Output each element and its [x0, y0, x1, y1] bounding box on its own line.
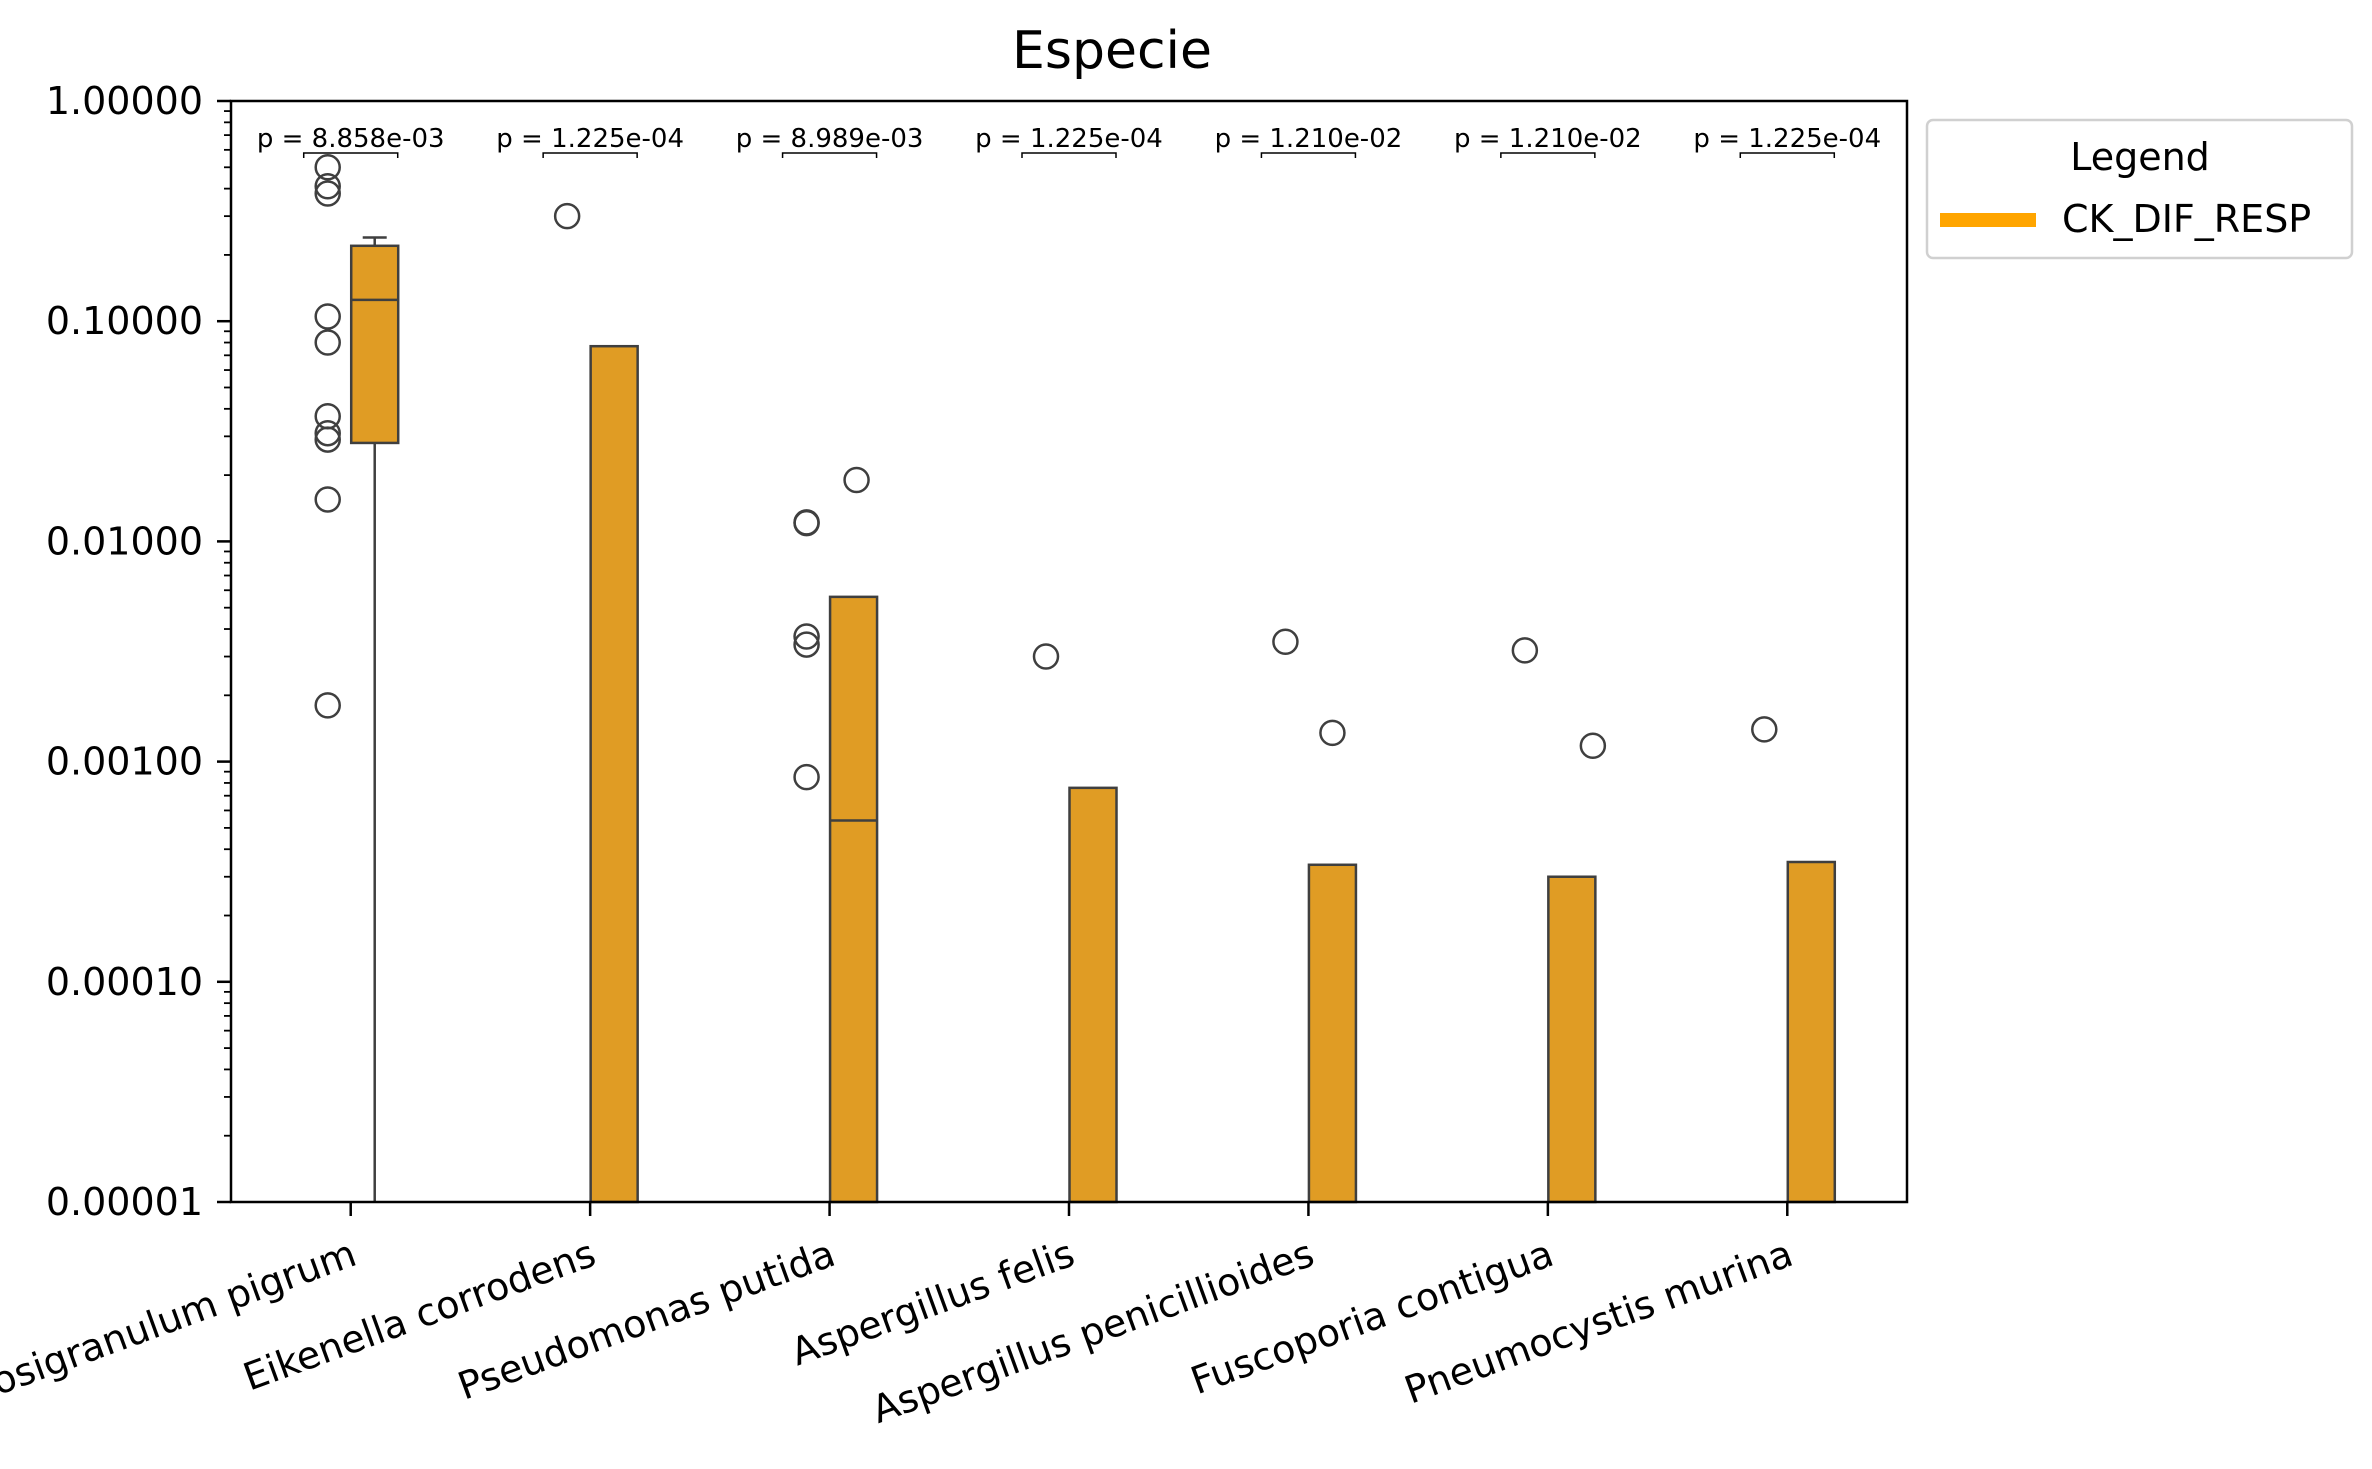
annotation-bracket — [1500, 152, 1596, 158]
outlier-point — [1272, 628, 1299, 656]
legend[interactable]: Legend CK_DIF_RESP — [1925, 118, 2354, 260]
box-iqr — [349, 244, 400, 445]
y-tick-label: 0.10000 — [46, 299, 203, 343]
annotation-bracket — [542, 152, 638, 158]
legend-label-ck-dif-resp: CK_DIF_RESP — [2062, 197, 2311, 241]
p-value-annotation: p = 1.225e-04 — [496, 124, 684, 154]
outlier-point — [1319, 719, 1346, 747]
annotation-bracket — [1260, 152, 1357, 158]
outlier-point — [843, 466, 870, 494]
boxes-layer — [349, 236, 1837, 1204]
outlier-point — [314, 419, 341, 447]
annotation-bracket — [302, 152, 399, 158]
y-axis: 1.00000 0.10000 0.01000 0.00100 0.00010 0.000… — [46, 79, 231, 1224]
chart-title: Especie — [1012, 21, 1212, 81]
box-iqr — [1068, 786, 1118, 1204]
outlier-point — [314, 692, 341, 719]
box-iqr — [1547, 875, 1597, 1204]
outlier-point — [1511, 637, 1539, 664]
outlier-point — [314, 303, 341, 330]
outlier-point — [1032, 643, 1060, 670]
outlier-point — [314, 180, 341, 207]
outlier-point — [553, 202, 581, 230]
outlier-point — [314, 426, 341, 453]
y-tick-label: 0.01000 — [46, 519, 203, 563]
outliers-layer — [314, 154, 1778, 791]
outlier-point — [314, 329, 341, 356]
outlier-point — [314, 486, 341, 513]
p-value-annotation: p = 8.989e-03 — [736, 124, 924, 154]
box-iqr — [1786, 860, 1837, 1204]
legend-title: Legend — [2070, 135, 2210, 179]
y-tick-label: 0.00010 — [46, 960, 203, 1004]
outlier-point — [314, 154, 341, 181]
p-value-annotation: p = 1.225e-04 — [1693, 124, 1881, 154]
p-value-annotation: p = 1.225e-04 — [975, 124, 1163, 154]
y-tick-label: 0.00100 — [46, 740, 203, 784]
annotation-bracket — [1021, 152, 1117, 158]
box-iqr — [828, 595, 879, 1204]
outlier-point — [314, 173, 341, 200]
p-value-annotation: p = 1.210e-02 — [1215, 124, 1403, 154]
y-tick-label: 1.00000 — [46, 79, 203, 123]
annotation-bracket — [1739, 152, 1836, 158]
p-value-annotation: p = 8.858e-03 — [257, 124, 445, 154]
outlier-point — [1579, 732, 1607, 760]
outlier-point — [1751, 716, 1778, 743]
box-iqr — [1307, 863, 1358, 1204]
y-tick-label: 0.00001 — [46, 1180, 203, 1224]
annotation-bracket — [781, 152, 878, 158]
box-iqr — [589, 344, 639, 1204]
outlier-point — [793, 763, 820, 791]
outlier-point — [793, 631, 820, 658]
p-value-annotation: p = 1.210e-02 — [1454, 124, 1642, 154]
annotations-layer: p = 8.858e-03 p = 1.225e-04 p = 8.989e-03 p… — [257, 124, 1881, 158]
outlier-point — [793, 509, 820, 537]
outlier-point — [793, 623, 820, 650]
